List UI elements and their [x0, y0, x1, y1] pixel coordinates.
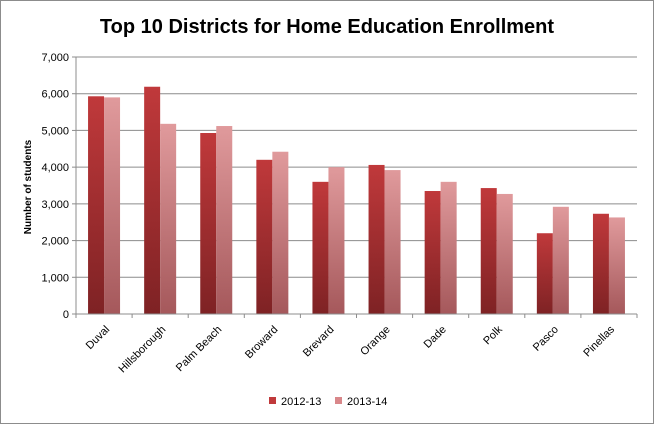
legend-label-series-2: 2013-14 [347, 396, 387, 408]
bar-pasco-series-1 [536, 233, 553, 314]
bar-orange-series-2 [384, 170, 401, 314]
bar-hillsborough-series-1 [144, 86, 161, 314]
x-tick-labels: Duval Hillsborough Palm Beach Broward Brevar… [84, 323, 618, 375]
bar-broward-series-1 [256, 159, 273, 314]
bar-pinellas-series-1 [592, 213, 609, 314]
x-tick-label: Pinellas [581, 323, 617, 359]
bar-dade-series-2 [440, 181, 457, 314]
chart-title: Top 10 Districts for Home Education Enro… [100, 16, 554, 38]
x-tick-label: Orange [358, 324, 392, 358]
legend-label-series-1: 2012-13 [281, 396, 321, 408]
bar-palm-beach-series-2 [216, 126, 233, 314]
x-tick-label: Brevard [301, 324, 337, 360]
y-tick-labels: 0 1,000 2,000 3,000 4,000 5,000 6,000 7,000 [41, 52, 69, 321]
y-axis-label: Number of students [23, 139, 34, 234]
bar-duval-series-1 [88, 96, 105, 314]
bar-orange-series-1 [368, 164, 385, 314]
y-tick-label: 5,000 [41, 125, 69, 137]
bar-brevard-series-2 [328, 167, 345, 314]
y-tick-label: 2,000 [41, 236, 69, 248]
bar-dade-series-1 [424, 191, 441, 314]
bar-polk-series-1 [480, 188, 497, 314]
x-tick-label: Broward [243, 324, 280, 361]
y-tick-label: 6,000 [41, 89, 69, 101]
y-tick-label: 7,000 [41, 52, 69, 64]
bar-pinellas-series-2 [608, 217, 625, 314]
bars [88, 86, 625, 314]
bar-polk-series-2 [496, 193, 513, 314]
y-tick-label: 1,000 [41, 272, 69, 284]
x-tick-label: Polk [481, 323, 505, 347]
bar-duval-series-2 [104, 97, 121, 314]
x-tick-label: Palm Beach [174, 324, 224, 374]
legend: 2012-13 2013-14 [269, 396, 387, 408]
y-tick-label: 0 [63, 309, 69, 321]
x-tick-label: Dade [422, 324, 449, 351]
bar-brevard-series-1 [312, 181, 329, 314]
bar-palm-beach-series-1 [200, 132, 217, 314]
x-tick-label: Duval [84, 324, 112, 352]
bar-hillsborough-series-2 [160, 123, 177, 314]
x-tick-label: Pasco [531, 324, 561, 354]
y-tick-label: 4,000 [41, 162, 69, 174]
legend-swatch-series-2 [335, 397, 342, 404]
x-tick-label: Hillsborough [117, 324, 169, 376]
y-tick-label: 3,000 [41, 199, 69, 211]
bar-pasco-series-2 [552, 206, 569, 314]
bar-broward-series-2 [272, 151, 289, 314]
axes [72, 56, 638, 318]
legend-swatch-series-1 [269, 397, 276, 404]
